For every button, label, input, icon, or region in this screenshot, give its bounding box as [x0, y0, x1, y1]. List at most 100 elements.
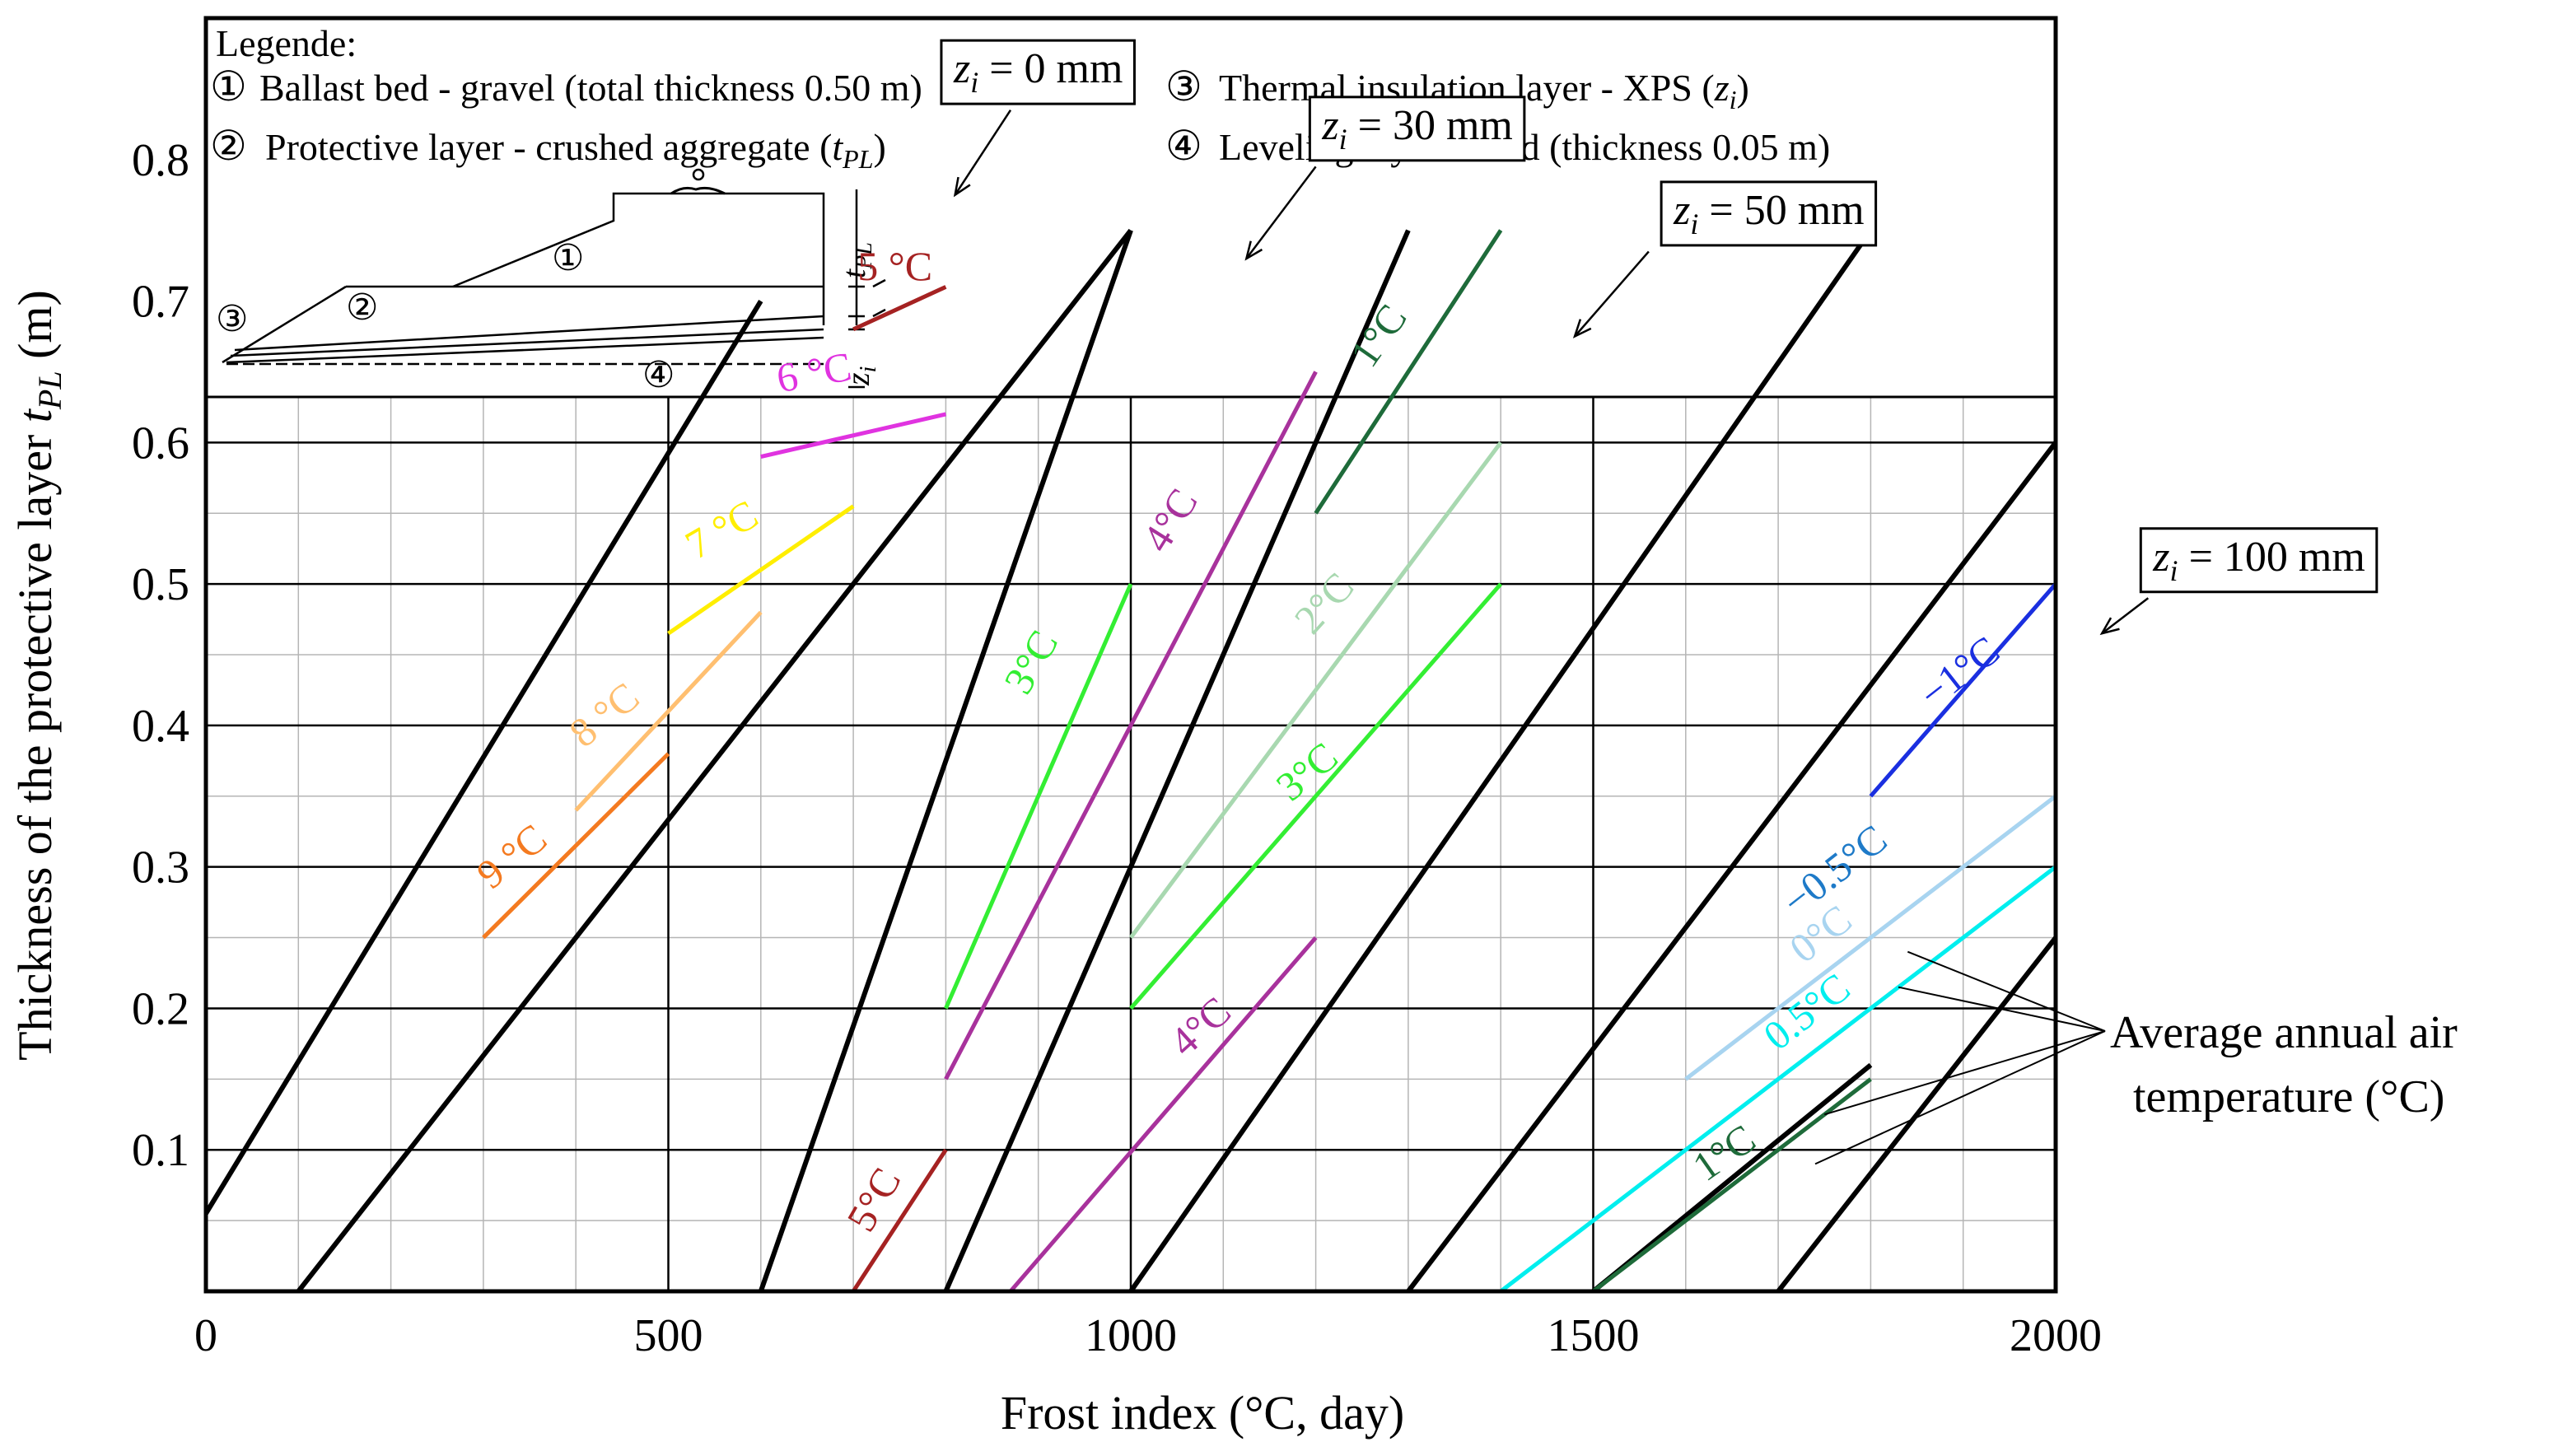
curve-label: 7 °C	[678, 491, 766, 568]
legend-item-2-num: ②	[210, 123, 247, 169]
series-line	[1314, 229, 1503, 515]
series-line	[758, 229, 1133, 1292]
y-tick-label: 0.6	[132, 418, 189, 469]
series-line	[852, 1148, 948, 1293]
legend-item-2-text: Protective layer - crushed aggregate (tP…	[265, 126, 886, 174]
series-line	[1406, 441, 2058, 1293]
sketch-ballast-outline	[452, 192, 825, 325]
series-line	[760, 412, 946, 459]
series-line	[296, 228, 1133, 1293]
legend-item-1-text: Ballast bed - gravel (total thickness 0.…	[259, 67, 922, 109]
sketch-number-1: ①	[552, 238, 584, 278]
y-axis-label-main: Thickness of the protective layer	[8, 422, 62, 1061]
y-tick-label: 0.4	[132, 701, 189, 752]
legend-item-2-tail: )	[874, 126, 886, 168]
series-line	[852, 285, 947, 332]
legend-item-1: ① Ballast bed - gravel (total thickness …	[210, 63, 922, 110]
legend-item-4-num: ④	[1165, 123, 1202, 169]
x-axis-label: Frost index (°C, day)	[1001, 1386, 1404, 1440]
sketch-number-2: ②	[346, 287, 378, 328]
side-note-arrow	[1823, 1030, 2106, 1116]
curve-label: 4°C	[1160, 987, 1239, 1065]
annotation: zi = 100 mm	[2099, 527, 2379, 636]
series-line	[482, 752, 670, 940]
curve-label: 2°C	[1285, 563, 1362, 642]
legend-item-3-text: Thermal insulation layer - XPS (zi)	[1219, 67, 1749, 114]
annotation-arrowhead	[1572, 319, 1592, 338]
annotation: zi = 50 mm	[1572, 180, 1878, 338]
y-tick-label: 0.5	[132, 559, 189, 610]
sketch-dim-zi-var: z	[839, 372, 876, 386]
y-axis-label-sub: PL	[31, 371, 68, 410]
x-tick-label: 1500	[1548, 1310, 1640, 1361]
side-note-line-2: temperature (°C)	[2133, 1071, 2444, 1122]
annotation-arrowhead	[1244, 240, 1263, 261]
annotation-rest: = 0 mm	[978, 45, 1123, 92]
curve-label: 3°C	[1267, 733, 1347, 810]
annotation-var: z	[1321, 102, 1338, 149]
y-tick-label: 0.8	[132, 135, 189, 186]
side-note-arrow	[1907, 950, 2106, 1032]
y-tick-label: 0.7	[132, 277, 189, 328]
annotation-label: zi = 0 mm	[953, 45, 1123, 99]
sketch-dim-tpl-var: t	[835, 268, 872, 278]
series-line	[574, 610, 763, 812]
series-line	[943, 229, 1411, 1293]
sketch-dim-tpl-sub: PL	[852, 242, 877, 270]
curve-label: 0.5°C	[1755, 964, 1859, 1058]
x-tick-label: 0	[194, 1310, 217, 1361]
curve-label: −1°C	[1911, 627, 2008, 717]
series-line	[1128, 441, 1503, 940]
annotation-label: zi = 50 mm	[1673, 187, 1865, 240]
legend-item-3-tail: )	[1737, 67, 1749, 109]
y-axis-label-unit: (m)	[8, 290, 62, 371]
annotation-var: z	[1673, 187, 1690, 234]
annotation-var: z	[2152, 534, 2169, 581]
legend-item-3-num: ③	[1165, 63, 1202, 110]
x-tick-label: 1000	[1085, 1310, 1177, 1361]
side-note-line-1: Average annual air	[2110, 1007, 2458, 1058]
annotation-arrow	[1245, 166, 1317, 259]
series-line	[944, 583, 1133, 1010]
legend-item-1-num: ①	[210, 63, 247, 110]
annotation-sub: i	[970, 66, 978, 99]
curve-label: 5°C	[838, 1160, 910, 1239]
annotation-sub: i	[2170, 554, 2178, 587]
annotation-box	[940, 39, 1136, 105]
annotation-sub: i	[1339, 123, 1347, 156]
sketch-dim-zi: zi	[839, 366, 881, 386]
legend-item-3-sub: i	[1730, 85, 1737, 114]
legend-item-3-var: z	[1714, 67, 1730, 109]
side-note-arrow	[1898, 986, 2106, 1032]
curve-label: 8 °C	[560, 673, 647, 756]
legend-item-2-var: t	[832, 126, 843, 168]
x-tick-label: 500	[634, 1310, 703, 1361]
x-tick-labels: 0 500 1000 1500 2000	[194, 1310, 2102, 1361]
annotation-rest: = 30 mm	[1347, 102, 1513, 149]
series-line	[944, 371, 1318, 1080]
series-line	[1684, 794, 2057, 1081]
y-tick-label: 0.1	[132, 1125, 189, 1176]
annotation-arrowhead	[2099, 617, 2120, 636]
series-line	[1591, 1077, 1872, 1293]
curve-label: 1°C	[1684, 1115, 1763, 1190]
series-line	[1499, 865, 2057, 1293]
curve-label: 4°C	[1133, 480, 1207, 559]
annotation-arrowhead	[953, 176, 971, 198]
curve-label: 5 °C	[857, 243, 932, 289]
annotation-box	[1308, 96, 1526, 162]
sketch-labels: ① ② ③ ④ tPL zi	[216, 238, 881, 395]
series-line	[667, 504, 855, 636]
annotation-arrow	[1574, 250, 1650, 338]
annotation: zi = 0 mm	[940, 39, 1136, 198]
series-line	[1869, 582, 2057, 798]
annotation: zi = 30 mm	[1244, 96, 1526, 261]
y-tick-label: 0.2	[132, 983, 189, 1034]
annotation-rest: = 50 mm	[1698, 187, 1864, 234]
y-tick-labels: 0.1 0.2 0.3 0.4 0.5 0.6 0.7 0.8	[132, 135, 189, 1176]
y-tick-label: 0.3	[132, 842, 189, 894]
legend-item-2-sub: PL	[842, 144, 873, 174]
series-line	[1129, 582, 1503, 1010]
sketch-rail-head	[692, 168, 705, 181]
